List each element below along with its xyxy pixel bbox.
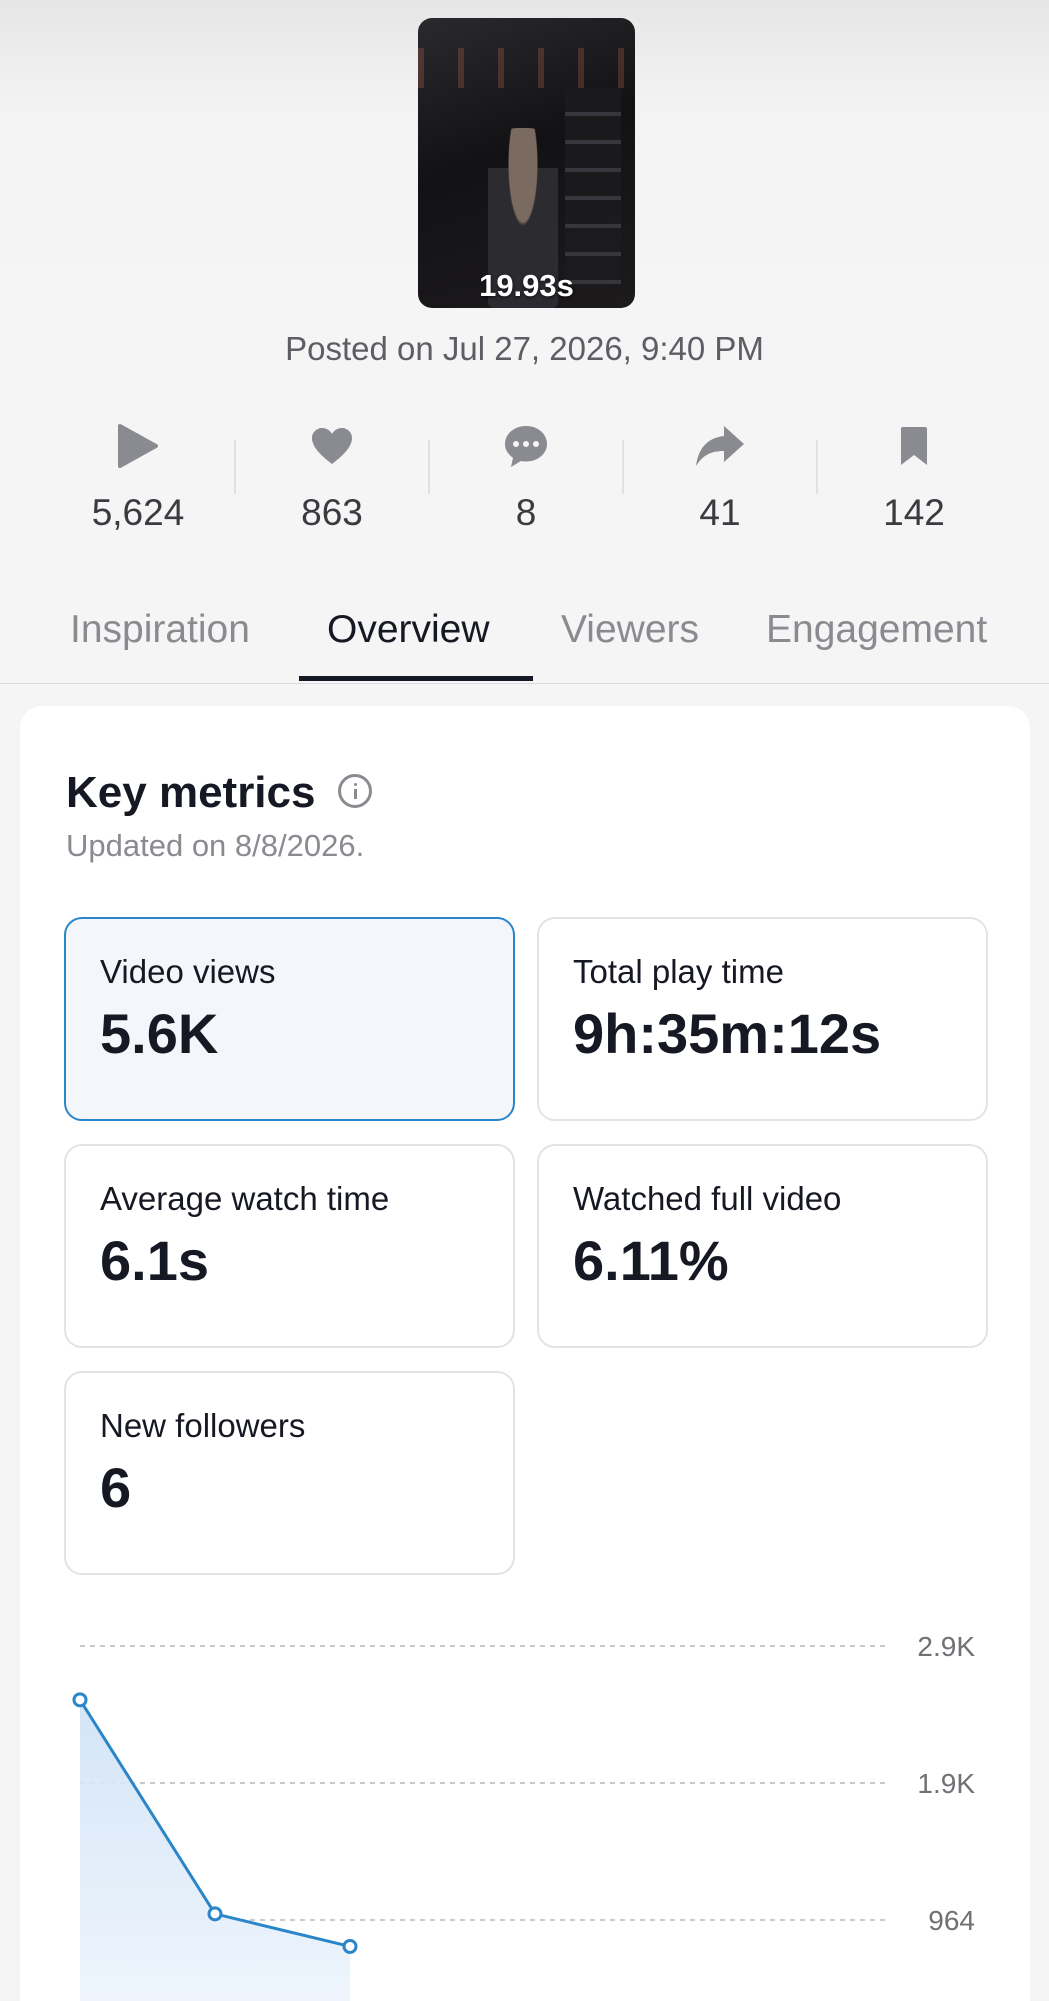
share-icon xyxy=(650,420,790,472)
likes-count: 863 xyxy=(301,492,363,533)
metric-average-watch-time[interactable]: Average watch time 6.1s xyxy=(64,1144,515,1348)
data-point[interactable] xyxy=(72,1692,88,1708)
metric-label: New followers xyxy=(100,1407,306,1444)
data-point[interactable] xyxy=(342,1938,358,1954)
chart-points xyxy=(72,1692,358,1954)
stat-divider xyxy=(622,440,624,494)
metric-label: Average watch time xyxy=(100,1180,390,1217)
comment-icon xyxy=(456,420,596,472)
posted-date: Posted on Jul 27, 2026, 9:40 PM xyxy=(285,330,764,367)
analytics-tabs: Inspiration Overview Viewers Engagement xyxy=(0,598,1049,684)
active-tab-indicator xyxy=(299,676,533,681)
play-icon xyxy=(68,420,208,472)
saves-count: 142 xyxy=(883,492,945,533)
stat-divider xyxy=(816,440,818,494)
series-area xyxy=(80,1699,350,2001)
video-thumbnail[interactable]: 19.93s xyxy=(418,18,635,308)
info-icon[interactable] xyxy=(338,774,372,808)
metric-value: 6.11% xyxy=(573,1229,729,1292)
thumbnail-lights xyxy=(418,48,635,88)
tab-engagement[interactable]: Engagement xyxy=(766,608,988,651)
chart-grid: 2.9K 1.9K 964 xyxy=(80,1631,975,1936)
metric-watched-full-video[interactable]: Watched full video 6.11% xyxy=(537,1144,988,1348)
bookmark-icon xyxy=(844,420,984,472)
key-metrics-card: Key metrics Updated on 8/8/2026. Video v… xyxy=(20,706,1030,2001)
metric-value: 6 xyxy=(100,1456,132,1519)
metric-video-views[interactable]: Video views 5.6K xyxy=(64,917,515,1121)
video-duration: 19.93s xyxy=(479,268,574,303)
metric-value: 6.1s xyxy=(100,1229,209,1292)
metric-total-play-time[interactable]: Total play time 9h:35m:12s xyxy=(537,917,988,1121)
y-tick-label: 2.9K xyxy=(917,1631,975,1662)
stat-divider xyxy=(428,440,430,494)
thumbnail-performer xyxy=(488,128,558,308)
stat-comments: 8 xyxy=(456,420,596,534)
metric-label: Watched full video xyxy=(573,1180,842,1217)
y-tick-label: 1.9K xyxy=(917,1768,975,1799)
views-chart: 2.9K 1.9K 964 xyxy=(72,1631,975,2001)
stat-saves: 142 xyxy=(844,420,984,534)
stat-shares: 41 xyxy=(650,420,790,534)
data-point[interactable] xyxy=(207,1906,223,1922)
stat-views: 5,624 xyxy=(68,420,208,534)
y-tick-label: 964 xyxy=(928,1905,975,1936)
heart-icon xyxy=(262,420,402,472)
video-stats: 5,624 863 8 41 142 xyxy=(0,420,1049,540)
key-metrics-title: Key metrics xyxy=(66,768,316,817)
metric-value: 5.6K xyxy=(100,1002,219,1065)
metric-new-followers[interactable]: New followers 6 xyxy=(64,1371,515,1575)
comments-count: 8 xyxy=(515,492,537,533)
metric-label: Video views xyxy=(100,953,276,990)
metric-value: 9h:35m:12s xyxy=(573,1002,882,1065)
tab-overview[interactable]: Overview xyxy=(327,608,490,651)
stat-likes: 863 xyxy=(262,420,402,534)
stat-divider xyxy=(234,440,236,494)
tab-inspiration[interactable]: Inspiration xyxy=(70,608,250,651)
thumbnail-banner xyxy=(565,88,621,288)
views-count: 5,624 xyxy=(91,492,185,533)
chart-area xyxy=(78,1699,351,2001)
shares-count: 41 xyxy=(699,492,741,533)
metric-label: Total play time xyxy=(573,953,784,990)
tab-viewers[interactable]: Viewers xyxy=(561,608,700,651)
key-metrics-updated: Updated on 8/8/2026. xyxy=(66,828,365,863)
